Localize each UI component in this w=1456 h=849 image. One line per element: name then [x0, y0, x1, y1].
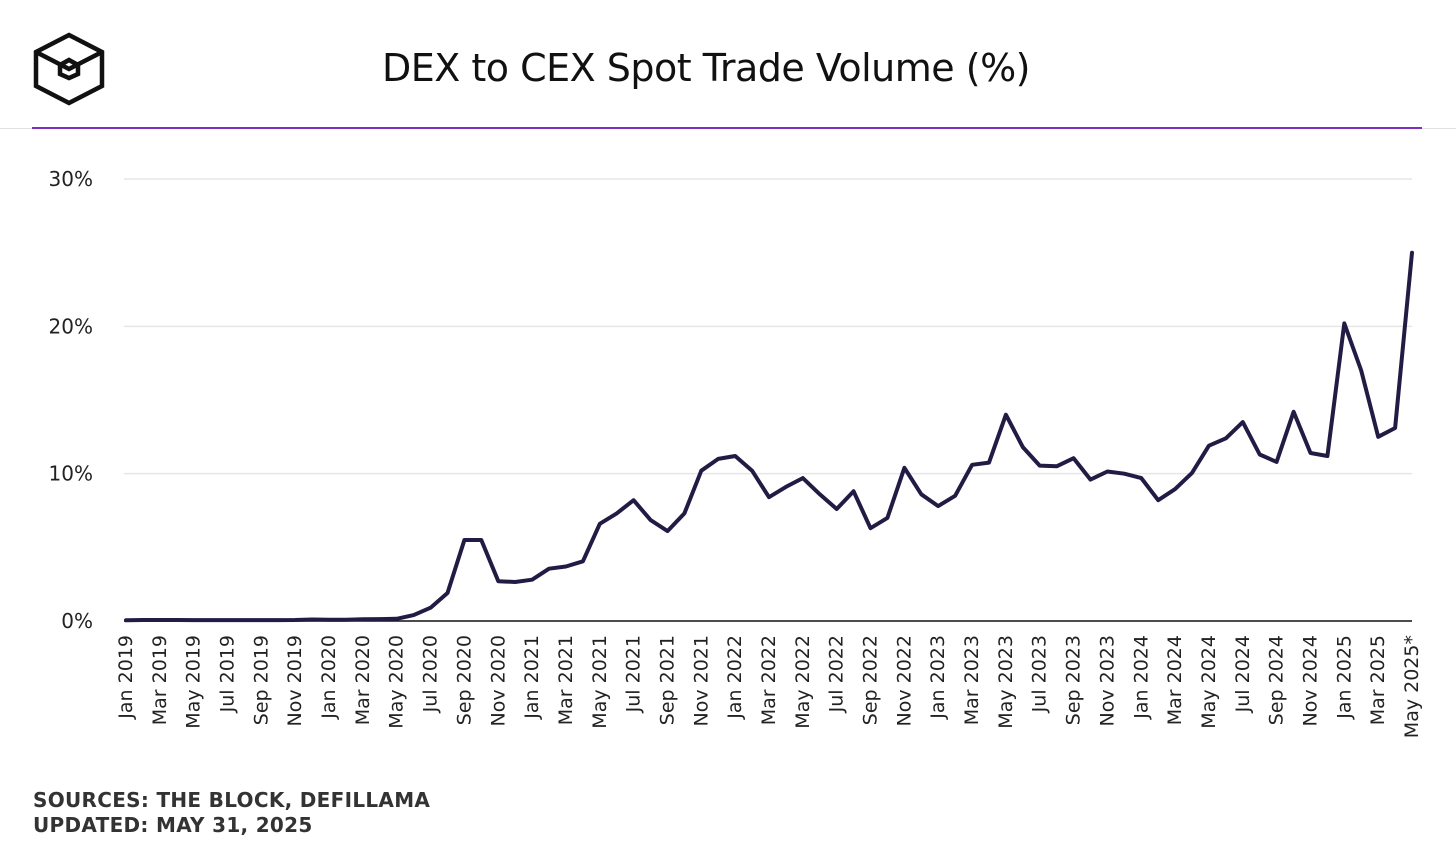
x-tick-label: Jul 2022	[826, 635, 848, 713]
x-tick-label: May 2022	[792, 635, 814, 729]
x-tick-label: Jul 2023	[1029, 635, 1051, 713]
x-tick-label: Mar 2024	[1164, 635, 1186, 725]
x-tick-label: Jul 2019	[217, 635, 239, 713]
x-tick-label: May 2024	[1198, 635, 1220, 729]
x-tick-label: Sep 2021	[656, 635, 678, 725]
x-tick-label: Jan 2021	[521, 635, 543, 720]
x-tick-label: Mar 2021	[555, 635, 577, 725]
x-tick-label: May 2021	[589, 635, 611, 729]
x-tick-label: Nov 2024	[1299, 635, 1321, 726]
x-tick-label: Nov 2020	[487, 635, 509, 726]
x-tick-label: May 2019	[183, 635, 205, 729]
x-tick-label: Nov 2019	[284, 635, 306, 726]
x-tick-label: Mar 2019	[149, 635, 171, 725]
x-tick-label: Jan 2024	[1130, 635, 1152, 720]
y-tick-label: 20%	[49, 314, 93, 338]
x-tick-label: May 2025*	[1401, 635, 1423, 738]
x-tick-label: Jul 2021	[623, 635, 645, 713]
x-tick-label: Mar 2020	[352, 635, 374, 725]
x-tick-label: Sep 2022	[860, 635, 882, 725]
x-tick-label: Nov 2023	[1096, 635, 1118, 726]
y-tick-label: 30%	[49, 167, 93, 191]
x-tick-label: Jan 2023	[927, 635, 949, 720]
x-tick-label: Jul 2024	[1232, 635, 1254, 713]
x-tick-label: Sep 2020	[453, 635, 475, 725]
sources-text: SOURCES: THE BLOCK, DEFILLAMA	[33, 788, 431, 812]
y-tick-label: 0%	[61, 609, 93, 633]
x-tick-label: Sep 2023	[1063, 635, 1085, 725]
the-block-cube-icon	[33, 32, 105, 106]
x-tick-label: Jul 2020	[420, 635, 442, 713]
footer: SOURCES: THE BLOCK, DEFILLAMA UPDATED: M…	[33, 788, 430, 838]
x-tick-label: Mar 2022	[758, 635, 780, 725]
series-line	[124, 250, 1414, 623]
x-tick-label: Sep 2019	[250, 635, 272, 725]
x-tick-label: May 2020	[386, 635, 408, 729]
y-tick-label: 10%	[49, 462, 93, 486]
x-tick-label: Nov 2021	[690, 635, 712, 726]
x-tick-label: Mar 2025	[1367, 635, 1389, 725]
x-tick-label: Jan 2020	[318, 635, 340, 720]
x-tick-label: Nov 2022	[893, 635, 915, 726]
x-tick-label: Jan 2019	[115, 635, 137, 720]
x-tick-label: May 2023	[995, 635, 1017, 729]
x-tick-label: Sep 2024	[1266, 635, 1288, 725]
chart-title: DEX to CEX Spot Trade Volume (%)	[381, 46, 1031, 90]
header-accent-rule	[32, 127, 1422, 129]
x-tick-label: Jan 2025	[1333, 635, 1355, 720]
line-chart: 0% 10% 20% 30% Jan 2019 Mar 2019 May 2019 Jul 2…	[49, 167, 1423, 738]
updated-text: UPDATED: MAY 31, 2025	[33, 813, 313, 837]
x-tick-label: Mar 2023	[961, 635, 983, 725]
x-tick-label: Jan 2022	[724, 635, 746, 720]
